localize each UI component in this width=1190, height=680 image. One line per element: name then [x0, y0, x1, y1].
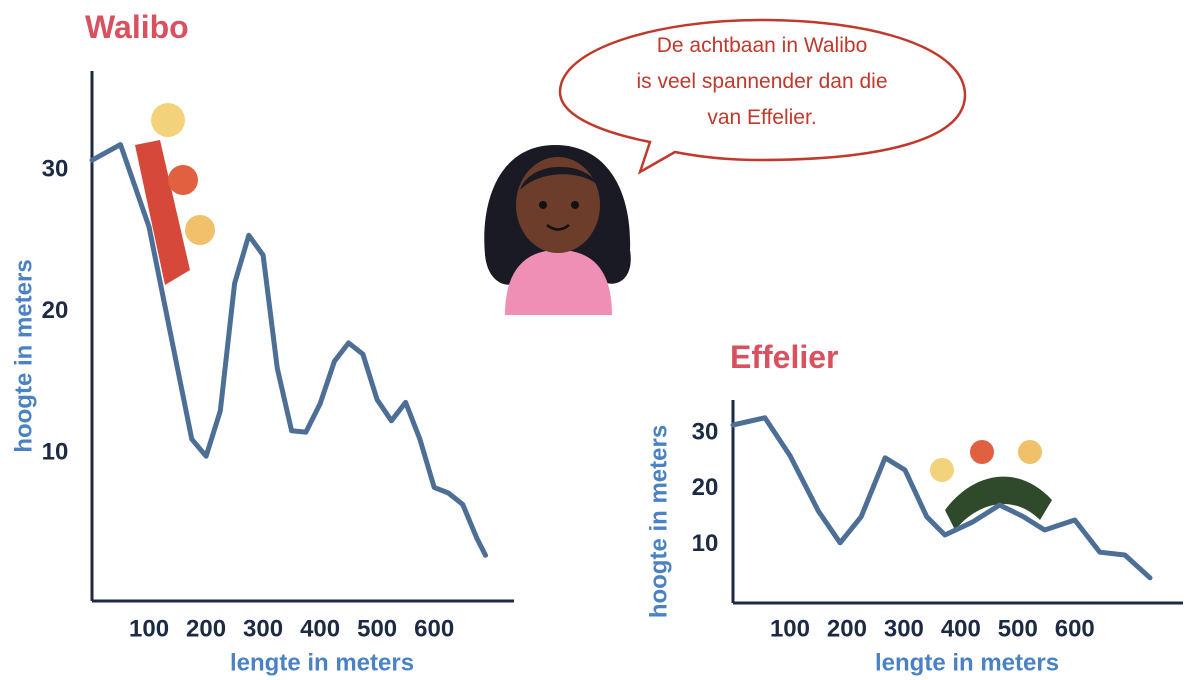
- x-tick-label: 600: [414, 615, 454, 642]
- y-axis-label: hoogte in meters: [10, 259, 37, 452]
- chart-title: Effelier: [730, 339, 838, 375]
- x-tick-label: 200: [827, 615, 867, 642]
- x-axis-label: lengte in meters: [875, 649, 1059, 676]
- y-tick-label: 20: [42, 297, 69, 324]
- chart-title: Walibo: [85, 9, 189, 45]
- roller-coaster-line: [733, 418, 1150, 578]
- y-tick-label: 30: [692, 419, 719, 446]
- x-axis-label: lengte in meters: [230, 649, 414, 676]
- illustration: De achtbaan in Walibo is veel spannender…: [0, 0, 1190, 680]
- y-tick-label: 10: [692, 530, 719, 557]
- x-tick-label: 400: [941, 615, 981, 642]
- x-tick-label: 500: [357, 615, 397, 642]
- x-tick-label: 100: [770, 615, 810, 642]
- x-tick-label: 500: [998, 615, 1038, 642]
- speech-bubble: De achtbaan in Walibo is veel spannender…: [560, 20, 965, 172]
- x-tick-label: 600: [1055, 615, 1095, 642]
- bubble-line: is veel spannender dan die: [636, 70, 887, 93]
- bubble-line: van Effelier.: [707, 106, 816, 129]
- y-tick-label: 10: [42, 439, 69, 466]
- y-tick-label: 30: [42, 155, 69, 182]
- x-tick-label: 100: [129, 615, 169, 642]
- x-tick-label: 300: [243, 615, 283, 642]
- page: {"speech_bubble": ["De achtbaan in Walib…: [0, 0, 1190, 680]
- cart-illustration: [930, 440, 1052, 530]
- x-tick-label: 200: [186, 615, 226, 642]
- x-tick-label: 300: [884, 615, 924, 642]
- y-tick-label: 20: [692, 474, 719, 501]
- girl-illustration: [484, 145, 631, 315]
- x-tick-label: 400: [300, 615, 340, 642]
- y-axis-label: hoogte in meters: [645, 425, 672, 618]
- bubble-line: De achtbaan in Walibo: [657, 34, 868, 57]
- cart-illustration: [135, 103, 215, 285]
